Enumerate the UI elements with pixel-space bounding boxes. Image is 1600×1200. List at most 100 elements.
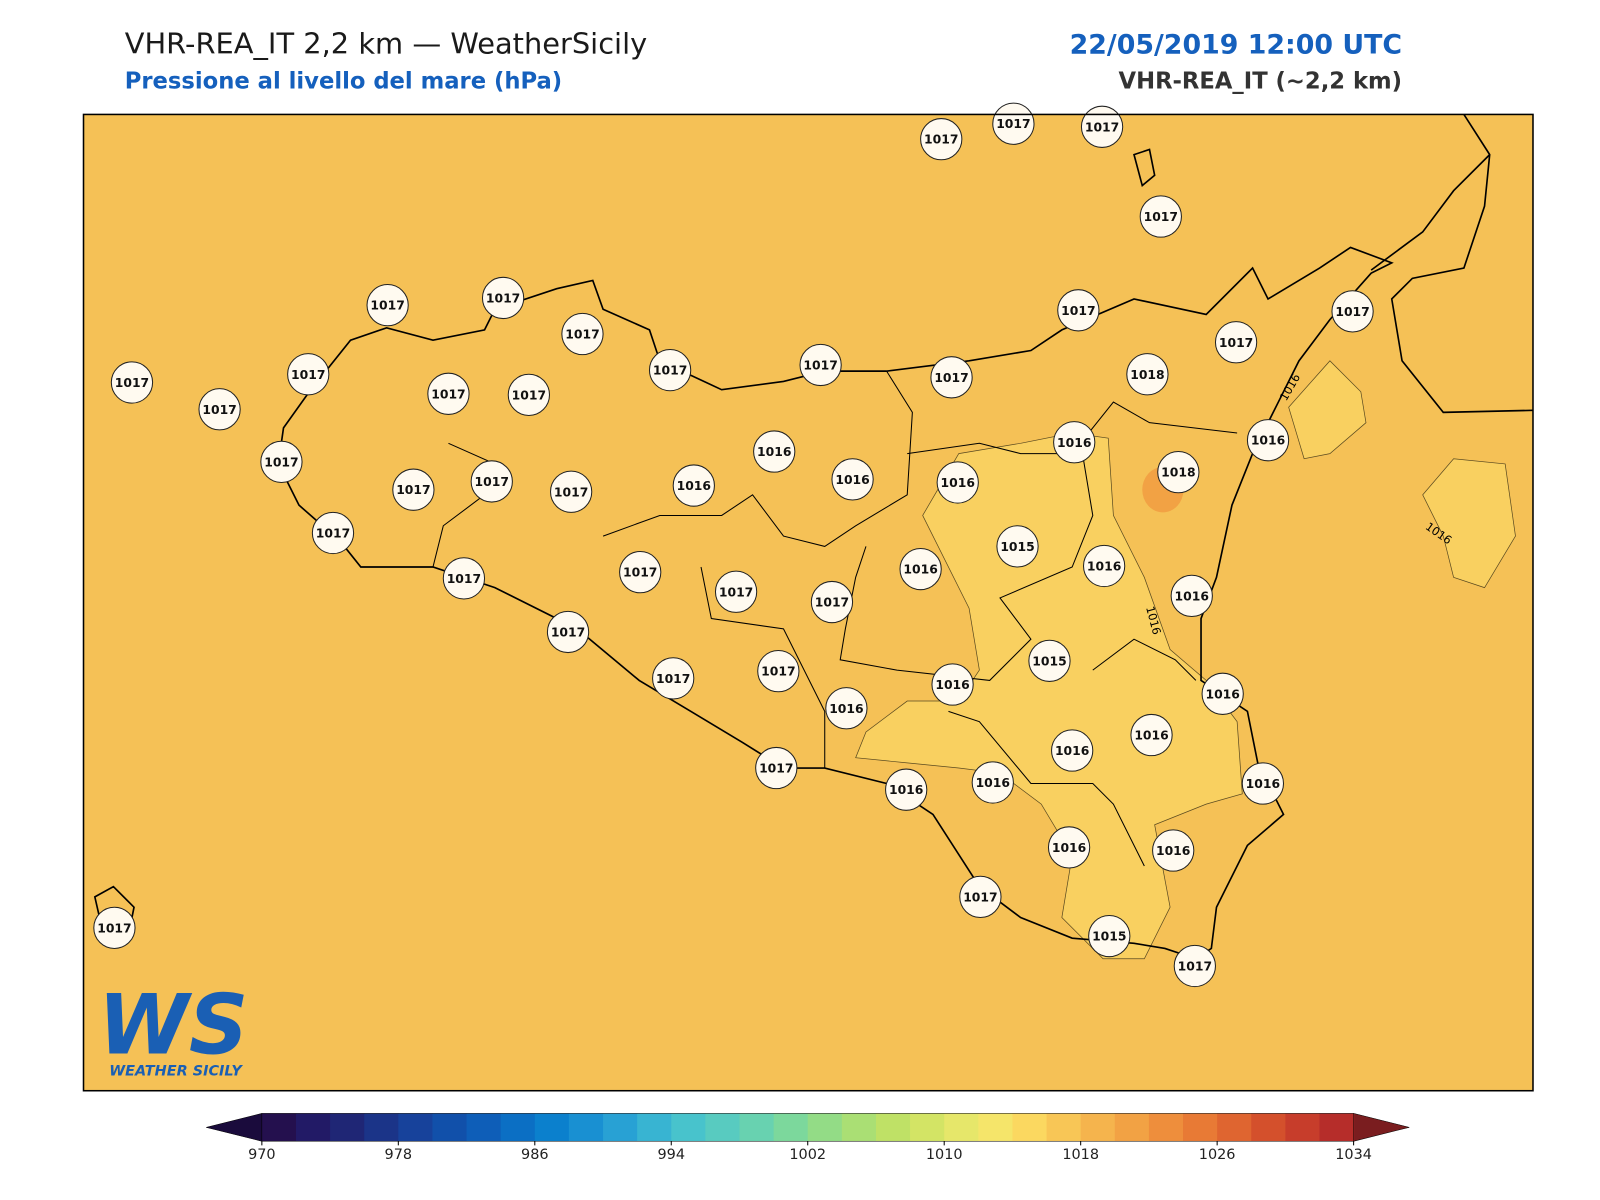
station-value: 1017 xyxy=(963,890,997,904)
station-marker xyxy=(992,102,1035,145)
station-marker xyxy=(920,118,963,161)
station-value: 1017 xyxy=(815,596,849,610)
colorbar-bin xyxy=(432,1113,468,1142)
station-marker xyxy=(753,430,796,473)
colorbar-bin xyxy=(398,1113,433,1142)
colorbar-under xyxy=(206,1113,263,1142)
colorbar-bin xyxy=(705,1113,741,1142)
colorbar-bin xyxy=(807,1113,843,1142)
station-marker xyxy=(311,511,355,555)
colorbar-bin xyxy=(875,1113,911,1142)
station-value: 1016 xyxy=(935,678,969,692)
station-marker xyxy=(931,663,974,706)
station-value: 1015 xyxy=(1000,540,1034,554)
colorbar-bin xyxy=(1251,1113,1286,1142)
station-marker xyxy=(1082,544,1126,588)
colorbar-tick-label: 1034 xyxy=(1335,1147,1372,1163)
station-value: 1016 xyxy=(976,776,1010,790)
region xyxy=(1422,458,1516,589)
station-marker xyxy=(885,768,928,811)
colorbar-bin xyxy=(1319,1113,1355,1142)
station-value: 1016 xyxy=(903,563,937,577)
colorbar-bin xyxy=(603,1113,638,1142)
station-marker xyxy=(1331,290,1374,333)
station-marker xyxy=(1246,419,1290,462)
station-value: 1017 xyxy=(447,572,481,586)
station-value: 1017 xyxy=(924,133,958,147)
colorbar-bin xyxy=(295,1113,331,1142)
station-value: 1017 xyxy=(431,387,465,401)
map: 1016 1016 1016 1017 1017 1017 1017 1017 1017 101… xyxy=(82,102,1534,1092)
station-value: 1018 xyxy=(1161,466,1195,480)
colorbar-bin xyxy=(910,1113,945,1142)
station-marker xyxy=(831,458,874,501)
colorbar-tick-label: 1018 xyxy=(1062,1147,1099,1163)
colorbar-bin xyxy=(534,1113,570,1142)
station-marker xyxy=(1241,762,1285,805)
station-value: 1017 xyxy=(719,585,753,599)
title: VHR-REA_IT 2,2 km — WeatherSicily xyxy=(125,27,647,61)
station-value: 1015 xyxy=(1032,654,1066,668)
colorbar-tick-label: 1010 xyxy=(926,1147,963,1163)
station-value: 1017 xyxy=(202,403,236,417)
station-marker xyxy=(899,547,942,591)
region xyxy=(855,432,1243,960)
coastline xyxy=(93,113,1534,960)
datetime: 22/05/2019 12:00 UTC xyxy=(1070,30,1402,61)
station-value: 1017 xyxy=(486,291,520,305)
station-value: 1016 xyxy=(829,702,863,716)
station-value: 1016 xyxy=(1175,589,1209,603)
colorbar-bin xyxy=(330,1113,365,1142)
station-marker xyxy=(799,343,842,387)
station-value: 1017 xyxy=(1085,120,1119,134)
station-value: 1017 xyxy=(803,358,837,372)
station-value: 1017 xyxy=(291,368,325,382)
station-value: 1016 xyxy=(1251,434,1285,448)
station-marker xyxy=(1130,713,1173,757)
map-frame xyxy=(82,113,1534,1092)
station-value: 1016 xyxy=(835,473,869,487)
station-value: 1017 xyxy=(475,475,509,489)
station-marker xyxy=(287,353,330,396)
station-marker xyxy=(1088,914,1131,958)
station-marker xyxy=(1214,321,1258,364)
station-value: 1017 xyxy=(656,672,690,686)
colorbar-bin xyxy=(466,1113,502,1142)
colorbar-bin xyxy=(1012,1113,1048,1142)
station-value: 1017 xyxy=(512,388,546,402)
station-value: 1016 xyxy=(1055,744,1089,758)
station-marker xyxy=(1157,451,1200,494)
model: VHR-REA_IT (~2,2 km) xyxy=(1119,69,1403,95)
station-value: 1017 xyxy=(316,527,350,541)
station-marker xyxy=(810,580,854,624)
station-marker xyxy=(959,875,1002,919)
station-marker xyxy=(714,570,758,613)
station-marker xyxy=(1051,729,1094,772)
colorbar-bin xyxy=(364,1113,399,1142)
colorbar-bin xyxy=(261,1113,297,1142)
station-marker xyxy=(825,687,868,730)
station-marker xyxy=(561,312,604,356)
station-marker xyxy=(1126,353,1169,396)
station-value: 1016 xyxy=(1134,729,1168,743)
station-marker xyxy=(755,746,798,790)
station-marker xyxy=(648,348,692,392)
station-marker xyxy=(470,460,513,503)
station-marker xyxy=(93,906,136,949)
station-value: 1017 xyxy=(934,371,968,385)
station-value: 1017 xyxy=(551,625,585,639)
station-value: 1016 xyxy=(1156,844,1190,858)
station-value: 1017 xyxy=(264,455,298,469)
station-marker xyxy=(507,373,550,416)
colorbar-bin xyxy=(1148,1113,1184,1142)
station-marker xyxy=(1057,289,1100,332)
station-marker xyxy=(652,657,695,700)
station-marker xyxy=(971,761,1014,804)
station-marker xyxy=(1173,944,1216,988)
station-marker xyxy=(198,388,241,431)
colorbar-tick-label: 970 xyxy=(248,1147,276,1163)
station-value: 1017 xyxy=(759,762,793,776)
station-marker xyxy=(1028,639,1071,682)
colorbar: 970 978 986 994 1002 1010 1018 1026 1034 xyxy=(206,1113,1410,1163)
